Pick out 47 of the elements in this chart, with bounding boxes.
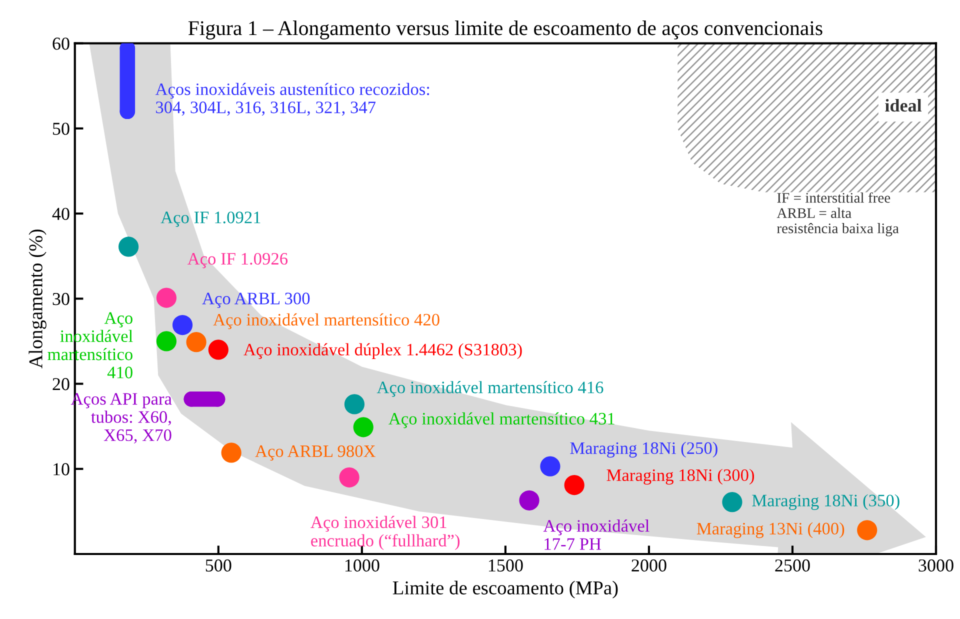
chart-title: Figura 1 – Alongamento versus limite de escoamento de aços convencionais — [188, 20, 822, 40]
series-label: Aço inoxidável dúplex 1.4462 (S31803) — [244, 343, 522, 360]
y-axis-title: Alongamento (%) — [28, 230, 46, 368]
series-label: Aço ARBL 300 — [202, 292, 310, 308]
point — [564, 475, 584, 496]
y-tick-label: 50 — [53, 122, 70, 135]
y-tick-label: 10 — [54, 463, 70, 476]
point — [353, 417, 374, 438]
x-tick-label: 500 — [206, 559, 232, 572]
series-label: Aço IF 1.0926 — [187, 252, 288, 268]
series-label: Maraging 18Ni (350) — [752, 494, 900, 510]
point — [221, 442, 242, 463]
point — [857, 520, 878, 540]
x-tick-label: 1000 — [345, 559, 380, 572]
annotation: ideal — [885, 98, 922, 112]
point — [519, 490, 540, 510]
series-label: Aço inoxidável martensítico 416 — [376, 381, 604, 397]
y-tick-label: 20 — [52, 378, 70, 390]
series-label: Aço inoxidável martensítico 420 — [213, 313, 440, 330]
point — [344, 394, 365, 414]
x-tick-label: 2500 — [775, 559, 810, 572]
series-label: Aços inoxidáveis austenítico recozidos: 304, 304L, 316, 316L, 321, 347 — [155, 82, 430, 116]
x-tick-label: 2000 — [632, 559, 666, 572]
annotation: IF = interstitial free ARBL = alta resistência baixa liga — [776, 192, 899, 236]
series-label: Maraging 13Ni (400) — [696, 522, 844, 538]
point — [156, 331, 177, 352]
point — [156, 288, 177, 308]
point — [186, 332, 206, 352]
y-tick-label: 30 — [52, 292, 70, 306]
point — [208, 340, 228, 360]
point — [540, 456, 560, 476]
point — [172, 314, 193, 336]
text: Aço inoxidável 301 encruado (“fullhard”) — [310, 516, 460, 550]
series-label: Maraging 18Ni (250) — [570, 442, 718, 458]
x-tick-label: 3000 — [918, 559, 954, 572]
point — [339, 467, 360, 488]
x-axis-title: Limite de escoamento (MPa) — [392, 580, 618, 598]
y-tick-label: 40 — [52, 208, 70, 220]
series-label: Aço inoxidável martensítico 431 — [388, 412, 614, 428]
y-tick-label: 60 — [52, 38, 70, 50]
series-label: Maraging 18Ni (300) — [606, 468, 754, 485]
point — [118, 236, 139, 257]
series-label: Aço inoxidável 17-7 PH — [543, 520, 650, 550]
point — [722, 492, 742, 512]
series-label: Aço ARBL 980X — [255, 445, 376, 461]
x-tick-label: 1500 — [488, 559, 523, 572]
series-label: Aço IF 1.0921 — [160, 212, 260, 227]
